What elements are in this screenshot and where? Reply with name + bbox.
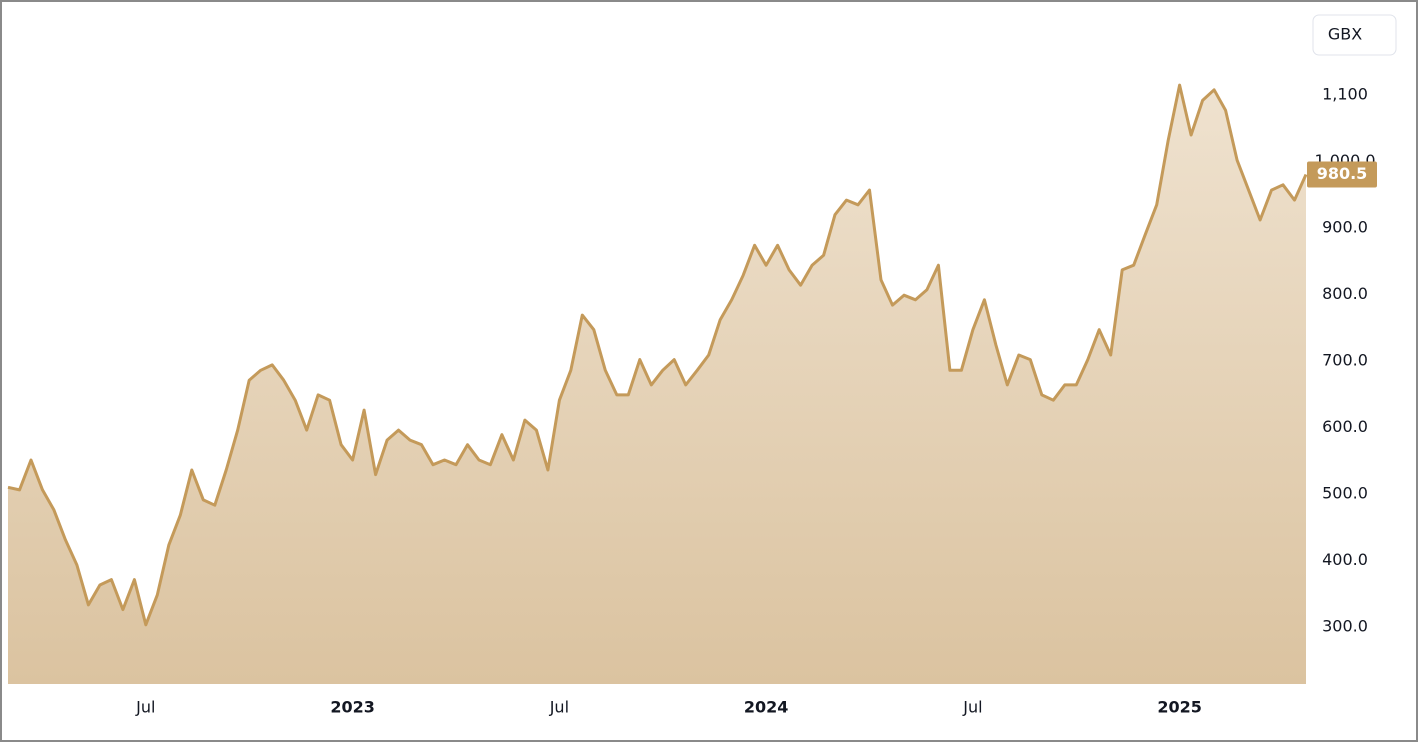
y-tick-label: 800.0 [1322,284,1368,303]
y-tick-label: 900.0 [1322,218,1368,237]
x-tick-label: Jul [962,698,982,717]
plot-area [7,83,1308,685]
y-tick-label: 1,100 [1322,85,1368,104]
last-price-badge [1307,161,1377,188]
x-tick-label: 2024 [744,698,789,717]
area-fill [8,85,1306,685]
price-line [7,83,1308,627]
y-tick-label: 400.0 [1322,550,1368,569]
x-tick-label: Jul [549,698,569,717]
currency-label: GBX [1328,25,1362,44]
x-tick-label: Jul [135,698,155,717]
y-tick-label: 300.0 [1322,616,1368,635]
currency-button[interactable] [1312,14,1397,56]
y-tick-label: 700.0 [1322,350,1368,369]
x-tick-label: 2023 [330,698,375,717]
x-tick-label: 2025 [1157,698,1202,717]
y-tick-label: 500.0 [1322,483,1368,502]
y-tick-label: 600.0 [1322,417,1368,436]
last-price-label: 980.5 [1317,164,1368,183]
